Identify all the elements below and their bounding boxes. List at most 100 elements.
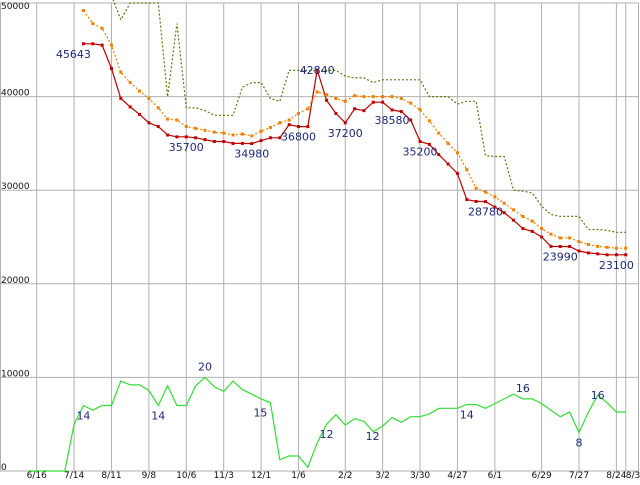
series-layer [27,0,628,472]
series-ma-olive [112,0,626,233]
data-point [484,200,487,204]
data-point [100,26,104,30]
data-label: 8 [576,437,583,450]
data-point [91,22,95,26]
x-tick-label: 6/16 [27,471,47,480]
data-point [512,208,516,212]
data-point [484,190,487,194]
x-tick-label: 6/1 [488,471,502,480]
data-point [231,133,235,137]
data-point [493,205,497,209]
x-tick-label: 3/2 [375,471,389,480]
x-tick-label: 1/6 [291,471,306,480]
x-tick-label: 2/2 [338,471,352,480]
plot-frame [0,2,639,472]
data-point [334,96,338,100]
data-point [409,118,413,122]
data-point [297,111,300,115]
data-point [390,108,394,112]
data-point [568,236,572,240]
data-point [614,253,618,257]
data-label: 14 [151,409,165,422]
data-point [81,8,85,12]
data-point [465,168,469,172]
data-point [596,244,600,248]
series-ma-orange [81,8,628,250]
data-label: 34980 [234,148,269,161]
data-point [586,251,590,255]
data-point [334,111,338,115]
data-point [540,227,544,231]
data-point [390,95,394,99]
data-point [540,235,544,239]
data-point [455,171,459,175]
data-point [147,96,151,100]
data-point [586,242,590,246]
data-point [119,96,123,100]
series-price [81,42,628,257]
data-point [577,249,581,253]
data-point [138,112,142,116]
data-point [250,142,254,146]
data-point [521,227,525,231]
data-label: 20 [198,360,212,373]
data-point [371,95,375,99]
data-point [184,135,188,139]
data-point [138,89,142,93]
data-point [437,131,441,135]
data-point [465,198,469,202]
data-label: 35200 [403,146,438,159]
series-line-ma-orange [83,10,626,249]
x-axis-ticks: 6/16 7/14 8/11 9/8 10/6 11/3 12/1 1/6 2/2 3/2 3/30… [27,471,640,481]
data-point [156,106,160,110]
data-point [166,117,170,121]
data-point [325,93,329,97]
y-tick-label: 10000 [1,369,30,379]
data-point [110,43,113,47]
data-point [493,195,497,199]
data-point [278,136,282,140]
data-point [175,135,179,139]
data-point [259,139,263,143]
data-point [278,121,282,125]
data-point [577,240,581,244]
y-tick-label: 50000 [1,2,30,12]
series-line-price [83,43,626,256]
series-volume [27,376,626,472]
x-tick-label: 6/29 [531,471,551,480]
data-point [371,100,375,104]
data-labels: 45643 35700 34980 36800 42840 37200 38580 35200… [56,48,634,450]
data-point [502,211,506,215]
data-point [231,141,235,145]
data-point [437,153,441,157]
x-tick-label: 7/14 [64,471,84,480]
data-label: 14 [76,409,90,422]
x-tick-label: 10/6 [176,471,196,480]
data-label: 12 [320,428,334,441]
data-point [268,125,272,129]
data-label: 16 [591,389,605,402]
data-point [119,70,123,74]
gridlines [0,2,639,472]
data-point [605,253,609,257]
x-tick-label: 12/1 [251,471,271,480]
data-point [250,134,254,138]
data-point [81,42,85,46]
y-tick-label: 40000 [1,89,30,99]
y-tick-label: 0 [1,463,7,473]
data-point [353,94,357,98]
data-point [287,118,291,122]
data-point [203,138,207,142]
data-point [194,136,198,140]
data-point [362,95,366,99]
data-point [100,43,104,47]
data-point [194,126,198,130]
data-point [418,108,422,112]
data-point [315,68,319,72]
y-tick-label: 20000 [1,276,30,286]
data-label: 37200 [328,127,363,140]
data-point [268,136,272,140]
data-label: 45643 [56,48,91,61]
